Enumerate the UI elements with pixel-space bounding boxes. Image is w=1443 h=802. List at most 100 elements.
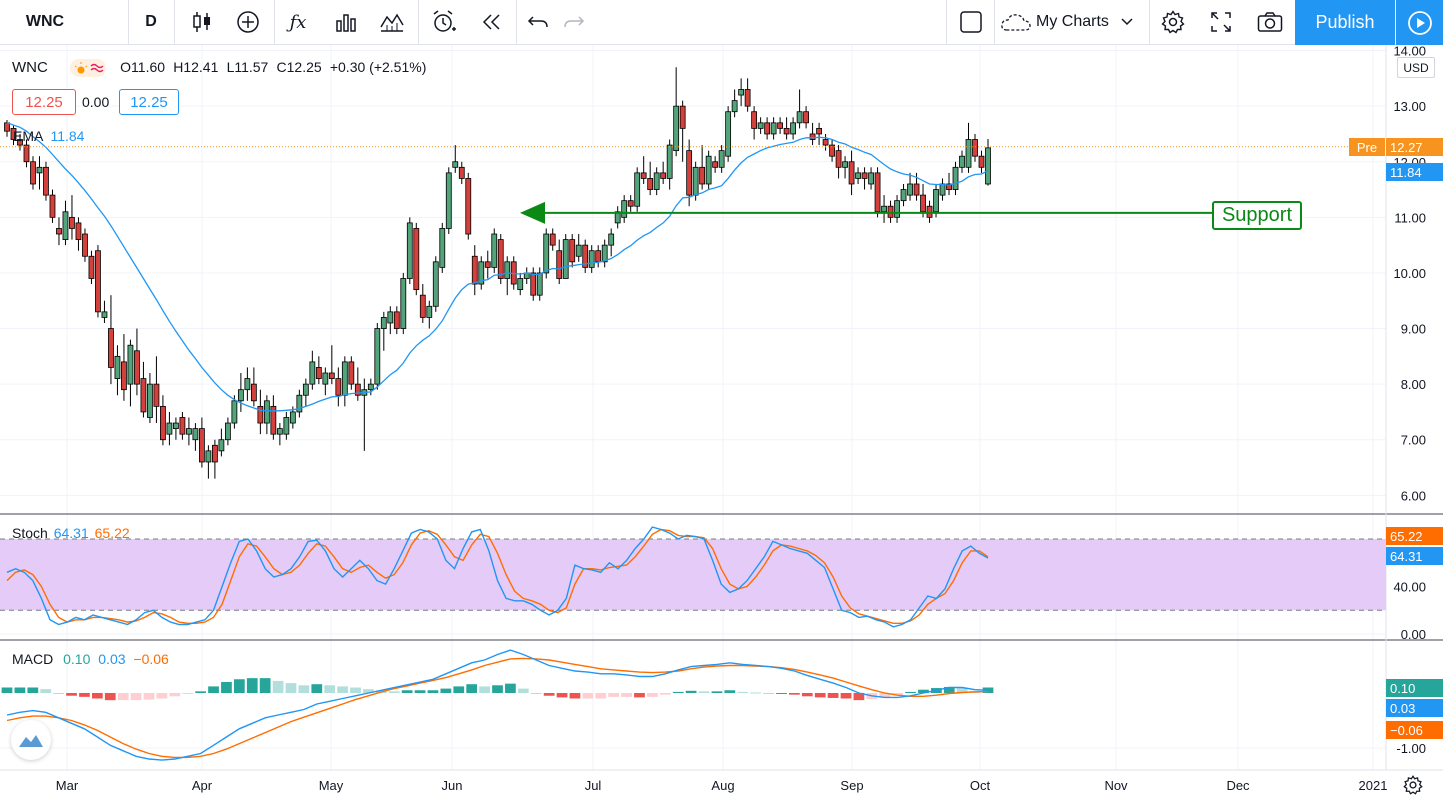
candle-body [920,194,926,213]
support-label-box[interactable]: Support [1212,201,1302,230]
publish-button[interactable]: Publish [1295,0,1395,45]
candle-body [679,105,686,129]
macd-histogram-bar [763,693,774,694]
legend-close: C12.25 [276,59,322,75]
candle-body [478,261,485,285]
macd-signal-axis-label: −0.06 [1386,721,1443,739]
price-tick-label: 9.00 [1401,322,1426,337]
time-axis-settings-button[interactable] [1400,772,1426,798]
candles-icon [193,12,210,32]
macd-histogram-bar [905,691,916,693]
indicator-lines [0,122,1386,761]
sun-icon [74,62,88,74]
candle-body [426,305,433,318]
fullscreen-layout-button[interactable] [952,0,990,44]
candle-body [231,400,238,424]
snapshot-button[interactable] [1248,0,1292,44]
candle-body [627,200,634,207]
candle-body [393,311,400,329]
candle-body [913,183,920,196]
candle-body [160,405,166,441]
candle-body [595,250,602,263]
candle-body [647,178,654,190]
candle-body [933,189,939,213]
alarm-clock-icon [433,10,456,32]
macd-histogram-bar [724,690,736,693]
macd-histogram-bar [801,693,813,697]
macd-histogram-bar [440,688,452,693]
candle-body [725,111,732,157]
legend-open: O11.60 [120,59,166,75]
price-tick-label: 8.00 [1401,377,1426,392]
candle-body [549,233,556,246]
macd-histogram-bar [711,691,723,693]
toolbar-divider [516,0,517,44]
candle-body [192,428,199,441]
interval-button[interactable]: D [145,13,157,30]
price-tick-label: 13.00 [1393,99,1426,114]
replay-play-button[interactable] [1396,0,1443,45]
macd-histogram-bar [776,693,787,694]
stoch-tick-label: 0.00 [1401,627,1426,642]
macd-histogram-bar [879,693,891,698]
chart-type-button[interactable] [182,0,222,44]
macd-histogram-bar [853,693,865,701]
candle-body [270,405,277,435]
compare-button[interactable] [228,0,268,44]
redo-button[interactable] [556,0,592,44]
candle-body [43,166,49,196]
symbol-search-button[interactable]: WNC [25,13,65,30]
bar-chart-icon [336,14,356,32]
stoch-k-value: 64.31 [53,525,89,541]
replay-button[interactable] [472,0,512,44]
financials-button[interactable] [326,0,366,44]
undo-button[interactable] [520,0,556,44]
stoch-band-fill [0,539,1386,611]
macd-histogram-bar [556,693,568,698]
my-charts-button[interactable]: My Charts [1000,0,1148,44]
candle-body [829,144,835,157]
candle-body [653,172,660,190]
toolbar-divider [274,0,275,44]
legend-low: L11.57 [226,59,269,75]
macd-line-value: 0.03 [98,651,126,667]
macd-histogram-bar [208,686,219,693]
macd-histogram-bar [750,692,762,694]
macd-histogram-bar [311,684,323,693]
tradingview-logo[interactable] [11,720,51,760]
macd-signal-value: −0.06 [133,651,169,667]
stoch-label: Stoch [12,525,48,541]
candle-body [751,111,758,129]
candle-body [582,244,589,268]
indicators-button[interactable]: ƒx [278,0,318,44]
settings-button[interactable] [1152,0,1194,44]
time-tick-label: Mar [56,778,79,793]
candle-body [712,161,719,168]
macd-label: MACD [12,651,54,667]
candle-body [108,328,114,368]
templates-button[interactable] [372,0,412,44]
ema-value: 11.84 [50,128,85,144]
macd-histogram-bar [350,687,361,693]
candle-body [302,383,309,396]
ema-legend: EMA 11.84 [13,128,84,144]
candle-body [588,250,595,268]
ema-price-label: 11.84 [1386,163,1443,181]
time-tick-label: Nov [1104,778,1128,793]
stoch-k-axis-label: 64.31 [1386,547,1443,565]
candle-body [114,355,121,379]
price-axis-ticks: 6.007.008.009.0010.0011.0012.0013.0014.0… [1393,45,1426,756]
top-toolbar: WNC D ƒx My Charts [0,0,1443,45]
currency-label[interactable]: USD [1397,57,1435,78]
price-tick-label: 10.00 [1393,266,1426,281]
chart-canvas[interactable]: 6.007.008.009.0010.0011.0012.0013.0014.0… [0,45,1443,802]
alert-button[interactable] [424,0,464,44]
pane-separators [0,45,1443,771]
macd-histogram-bar [479,686,490,693]
buy-price-box[interactable]: 12.25 [119,89,179,115]
candle-body [205,450,212,463]
price-tick-label: 11.00 [1394,210,1426,225]
macd-legend: MACD 0.10 0.03 −0.06 [12,651,169,667]
sell-price-box[interactable]: 12.25 [12,89,76,115]
fullscreen-button[interactable] [1200,0,1242,44]
